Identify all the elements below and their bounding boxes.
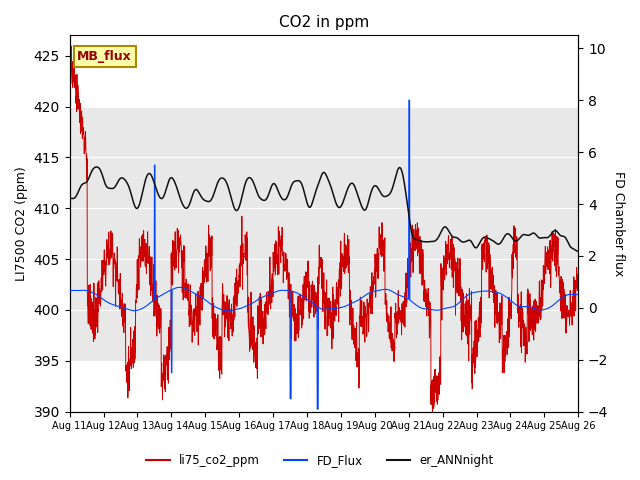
Title: CO2 in ppm: CO2 in ppm xyxy=(279,15,369,30)
Y-axis label: FD Chamber flux: FD Chamber flux xyxy=(612,171,625,276)
Text: MB_flux: MB_flux xyxy=(77,50,132,63)
Bar xyxy=(70,107,578,361)
Y-axis label: LI7500 CO2 (ppm): LI7500 CO2 (ppm) xyxy=(15,166,28,281)
Legend: li75_co2_ppm, FD_Flux, er_ANNnight: li75_co2_ppm, FD_Flux, er_ANNnight xyxy=(141,449,499,472)
